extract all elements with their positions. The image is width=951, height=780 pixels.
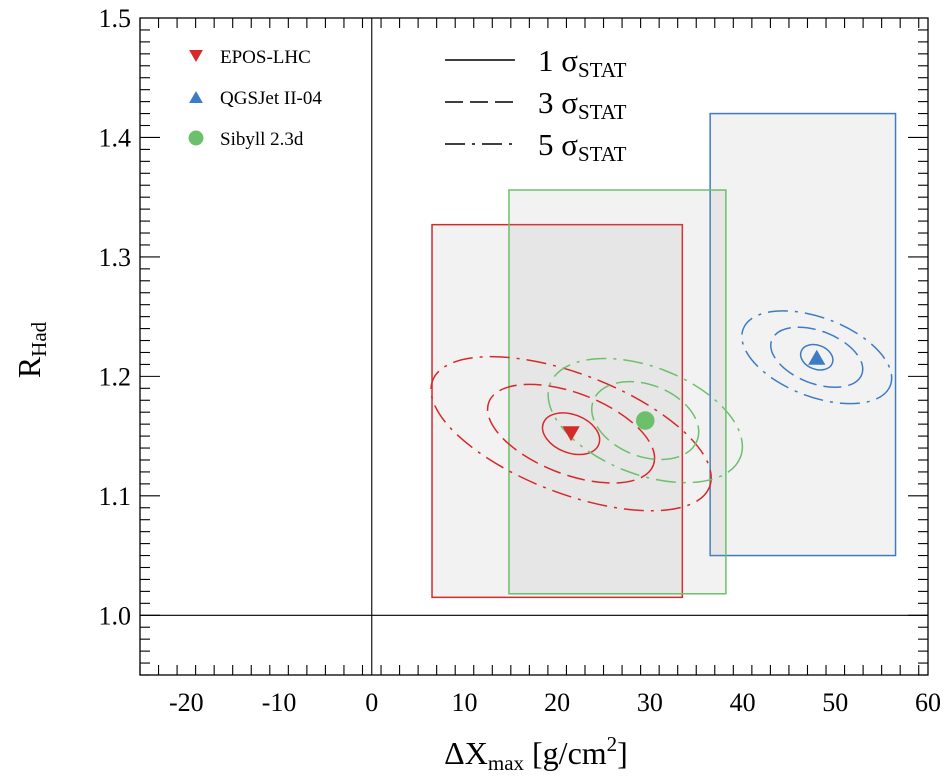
plot-frame — [139, 17, 929, 676]
legend-models: EPOS-LHC QGSJet II-04 Sibyll 2.3d — [188, 47, 322, 150]
legend-sigma-label-0: 1 σSTAT — [538, 43, 627, 82]
reference-lines — [140, 18, 928, 675]
legend-sigma-label-1: 3 σSTAT — [538, 85, 627, 124]
legend-marker-0 — [189, 50, 203, 62]
contour-1-0 — [799, 343, 834, 371]
contour-2-0 — [591, 380, 700, 461]
x-tick-label: 50 — [822, 688, 848, 717]
legend-sigma-label-2: 5 σSTAT — [538, 127, 627, 166]
axis-ticks — [139, 17, 928, 676]
x-tick-label: 0 — [365, 688, 378, 717]
systematic-box-1 — [709, 112, 897, 557]
legend-label-1: QGSJet II-04 — [220, 88, 322, 109]
contour-1-1 — [770, 326, 864, 389]
contour-2-1 — [547, 357, 744, 484]
y-tick-label: 1.4 — [99, 123, 132, 152]
legend-label-0: EPOS-LHC — [220, 47, 311, 68]
y-tick-label: 1.0 — [99, 601, 132, 630]
contour-0-1 — [486, 383, 656, 484]
x-tick-label: -20 — [169, 688, 204, 717]
y-tick-label: 1.2 — [99, 362, 132, 391]
tick-labels: -20 -10 0 10 20 30 40 50 60 1.0 1.1 1.2 1.3 1.4 1.5 — [99, 4, 942, 717]
y-tick-label: 1.1 — [99, 482, 132, 511]
y-axis-title: RHad — [11, 321, 51, 378]
x-tick-label: 40 — [730, 688, 756, 717]
marker-0 — [562, 426, 580, 442]
systematic-box-2 — [508, 189, 727, 595]
sigma-contours — [430, 310, 893, 512]
x-tick-label: 60 — [915, 688, 941, 717]
contour-0-0 — [541, 412, 601, 456]
x-tick-label: 10 — [451, 688, 477, 717]
contour-1-2 — [741, 310, 893, 405]
model-markers — [562, 349, 826, 442]
marker-1 — [808, 349, 826, 365]
marker-2 — [635, 411, 655, 430]
x-axis-title: ΔXmax [g/cm2] — [444, 732, 628, 775]
legend-marker-1 — [189, 91, 203, 103]
contour-0-2 — [430, 355, 712, 512]
legend-label-2: Sibyll 2.3d — [220, 129, 304, 150]
systematic-boxes — [431, 112, 897, 599]
x-tick-label: 30 — [637, 688, 663, 717]
x-tick-label: -10 — [262, 688, 297, 717]
legend-marker-2 — [188, 130, 204, 146]
systematic-box-0 — [431, 223, 684, 599]
x-tick-label: 20 — [544, 688, 570, 717]
y-tick-label: 1.3 — [99, 243, 132, 272]
y-tick-label: 1.5 — [99, 4, 132, 33]
